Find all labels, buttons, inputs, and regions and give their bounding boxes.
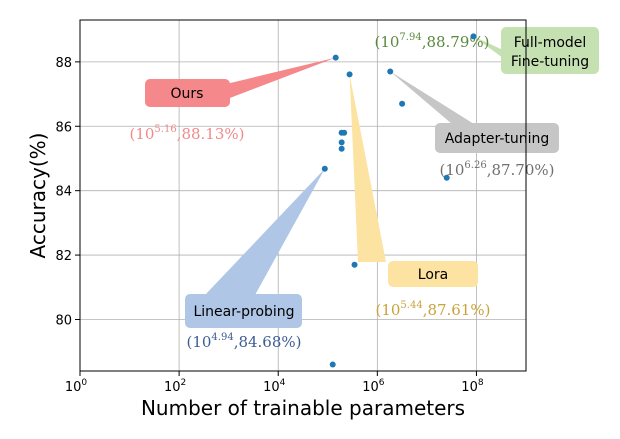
x-tick-base: 10 [164, 380, 181, 395]
data-point-12 [329, 361, 336, 368]
y-tick-label: 86 [55, 120, 72, 135]
data-point-4 [443, 174, 450, 181]
x-tick-exponent: 8 [478, 378, 484, 388]
annotation-exponent: 7.94 [399, 32, 421, 43]
annotation-exponent: 5.16 [154, 124, 176, 135]
data-point-9 [338, 139, 345, 146]
callout-label: Lora [418, 267, 448, 283]
callout-pointer [473, 36, 503, 58]
callout-label-line2: Fine-tuning [511, 54, 589, 70]
annotation-open: ( [186, 333, 192, 351]
annotation-open: ( [375, 301, 381, 319]
callout-annotation: (104.94,84.68%) [186, 332, 301, 351]
y-axis-label: Accuracy(%) [26, 133, 50, 259]
data-point-3 [399, 100, 406, 107]
x-tick-label: 102 [164, 378, 186, 395]
data-point-11 [351, 261, 358, 268]
x-tick-exponent: 6 [379, 378, 385, 388]
callout-box [185, 294, 302, 328]
annotation-base: 10 [381, 301, 400, 319]
annotation-value: ,88.13%) [177, 125, 245, 143]
callout-box [145, 79, 230, 107]
annotation-exponent: 6.26 [464, 160, 486, 171]
y-tick-label: 82 [55, 249, 72, 264]
annotation-base: 10 [135, 125, 154, 143]
callout-box [435, 123, 559, 153]
annotation-open: ( [439, 161, 445, 179]
data-point-0 [332, 54, 339, 61]
callout-pointer [390, 71, 474, 124]
x-axis-label: Number of trainable parameters [141, 396, 465, 420]
y-tick-label: 84 [55, 185, 72, 200]
x-axis-ticks: 100 102 104 106 108 [65, 371, 484, 395]
callout-pointer [205, 168, 325, 295]
y-tick-label: 80 [55, 313, 72, 328]
y-tick-label: 88 [55, 56, 72, 71]
callout-label: Linear-probing [193, 304, 294, 320]
data-points [321, 33, 477, 368]
data-point-1 [346, 71, 353, 78]
callout-box [388, 261, 478, 287]
annotation-value: ,88.79%) [422, 33, 490, 51]
x-tick-base: 10 [263, 380, 280, 395]
x-tick-label: 106 [362, 378, 385, 395]
callout-annotation: (105.44,87.61%) [375, 300, 490, 319]
annotation-base: 10 [445, 161, 464, 179]
callout-lora: Lora(105.44,87.61%) [349, 74, 491, 319]
callout-pointer [222, 57, 336, 101]
callout-label: Adapter-tuning [445, 131, 550, 147]
data-point-8 [341, 129, 348, 136]
annotation-base: 10 [380, 33, 399, 51]
callout-ours: Ours (105.16,88.13%) [129, 57, 336, 143]
plot-frame [79, 19, 527, 372]
x-tick-label: 108 [461, 378, 484, 395]
callout-label: Full-model [514, 35, 587, 51]
callout-annotation: (105.16,88.13%) [129, 124, 244, 143]
annotation-open: ( [374, 33, 380, 51]
x-tick-label: 100 [65, 378, 88, 395]
annotation-value: ,87.70%) [487, 161, 555, 179]
x-tick-exponent: 2 [181, 378, 187, 388]
y-axis-ticks: 80 82 84 86 88 [55, 56, 80, 328]
annotation-value: ,87.61%) [423, 301, 491, 319]
callout-adapter-tuning: Adapter-tuning(106.26,87.70%) [390, 71, 559, 179]
annotation-exponent: 4.94 [211, 332, 233, 343]
x-tick-label: 104 [263, 378, 286, 395]
annotation-exponent: 5.44 [400, 300, 422, 311]
x-tick-exponent: 4 [280, 378, 286, 388]
x-tick-base: 10 [362, 380, 379, 395]
callout-label: Ours [171, 86, 204, 102]
callout-linear-probing: Linear-probing(104.94,84.68%) [185, 168, 325, 351]
callout-full-model: Full-model Fine-tuning (107.94,88.79%) [374, 27, 599, 74]
data-point-2 [387, 68, 394, 75]
data-point-5 [470, 33, 477, 40]
x-tick-exponent: 0 [81, 378, 87, 388]
data-point-10 [338, 145, 345, 152]
annotation-base: 10 [192, 333, 211, 351]
x-tick-base: 10 [461, 380, 478, 395]
annotation-open: ( [129, 125, 135, 143]
callouts: Ours(105.16,88.13%)Lora(105.44,87.61%)Ad… [129, 27, 599, 351]
callout-pointer [349, 74, 386, 262]
annotation-value: ,84.68%) [234, 333, 302, 351]
callout-annotation: (106.26,87.70%) [439, 160, 554, 179]
x-tick-base: 10 [65, 380, 82, 395]
data-point-6 [321, 165, 328, 172]
